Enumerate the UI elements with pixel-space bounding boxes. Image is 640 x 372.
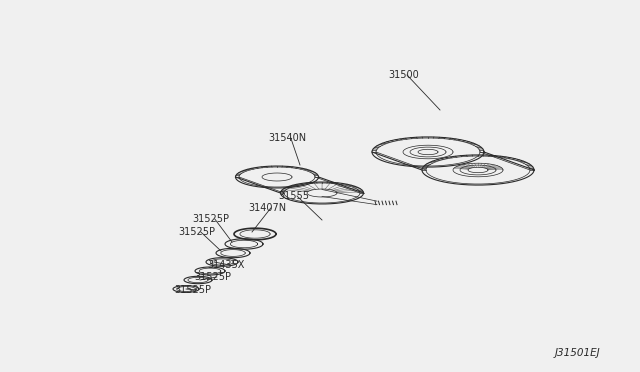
Text: 31540N: 31540N: [268, 133, 306, 143]
Text: J31501EJ: J31501EJ: [554, 348, 600, 358]
Text: 31555: 31555: [278, 191, 309, 201]
Text: 31525P: 31525P: [174, 285, 211, 295]
Text: 31500: 31500: [388, 70, 419, 80]
Text: 31525P: 31525P: [194, 272, 231, 282]
Text: 31525P: 31525P: [192, 214, 229, 224]
Text: 31407N: 31407N: [248, 203, 286, 213]
Text: 31435X: 31435X: [207, 260, 244, 270]
Text: 31525P: 31525P: [178, 227, 215, 237]
